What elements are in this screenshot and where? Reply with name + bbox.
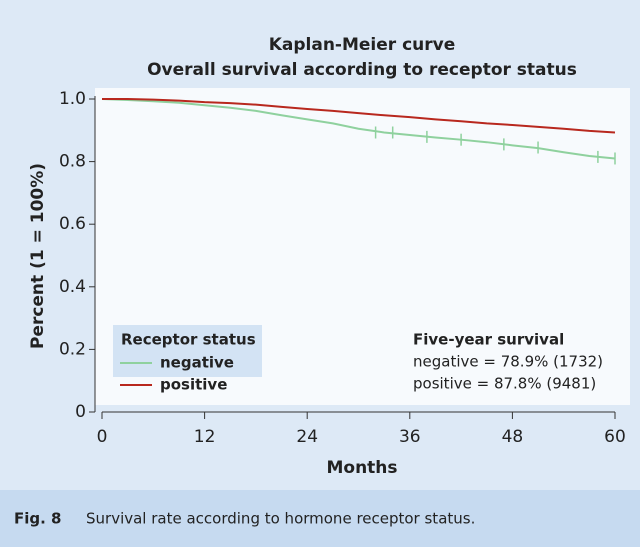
x-tick-label: 0 [97,427,108,447]
x-tick-label: 48 [502,427,524,447]
y-tick-label: 1.0 [59,89,86,109]
legend-label: positive [160,376,227,394]
chart-title: Kaplan-Meier curve [269,35,456,55]
y-tick-label: 0.2 [59,339,86,359]
x-tick-label: 36 [399,427,421,447]
y-tick-label: 0.6 [59,214,86,234]
caption-text: Survival rate according to hormone recep… [86,510,475,528]
legend-title: Receptor status [121,331,256,349]
x-tick-label: 24 [296,427,318,447]
chart-subtitle: Overall survival according to receptor s… [147,60,577,80]
y-axis-label: Percent (1 = 100%) [28,163,48,349]
annotation-line: positive = 87.8% (9481) [413,375,596,393]
legend-label: negative [160,354,234,372]
annotation-line: negative = 78.9% (1732) [413,353,603,371]
y-tick-label: 0.8 [59,152,86,172]
y-tick-label: 0.4 [59,277,86,297]
caption-background [0,490,640,547]
annotation-title: Five-year survival [413,331,564,349]
x-tick-label: 60 [604,427,626,447]
x-tick-label: 12 [194,427,216,447]
legend-box [113,325,262,377]
survival-curve [102,98,616,134]
y-tick-label: 0 [75,402,86,422]
x-axis-label: Months [326,458,397,478]
survival-curve [101,98,616,160]
caption-label: Fig. 8 [14,510,61,528]
